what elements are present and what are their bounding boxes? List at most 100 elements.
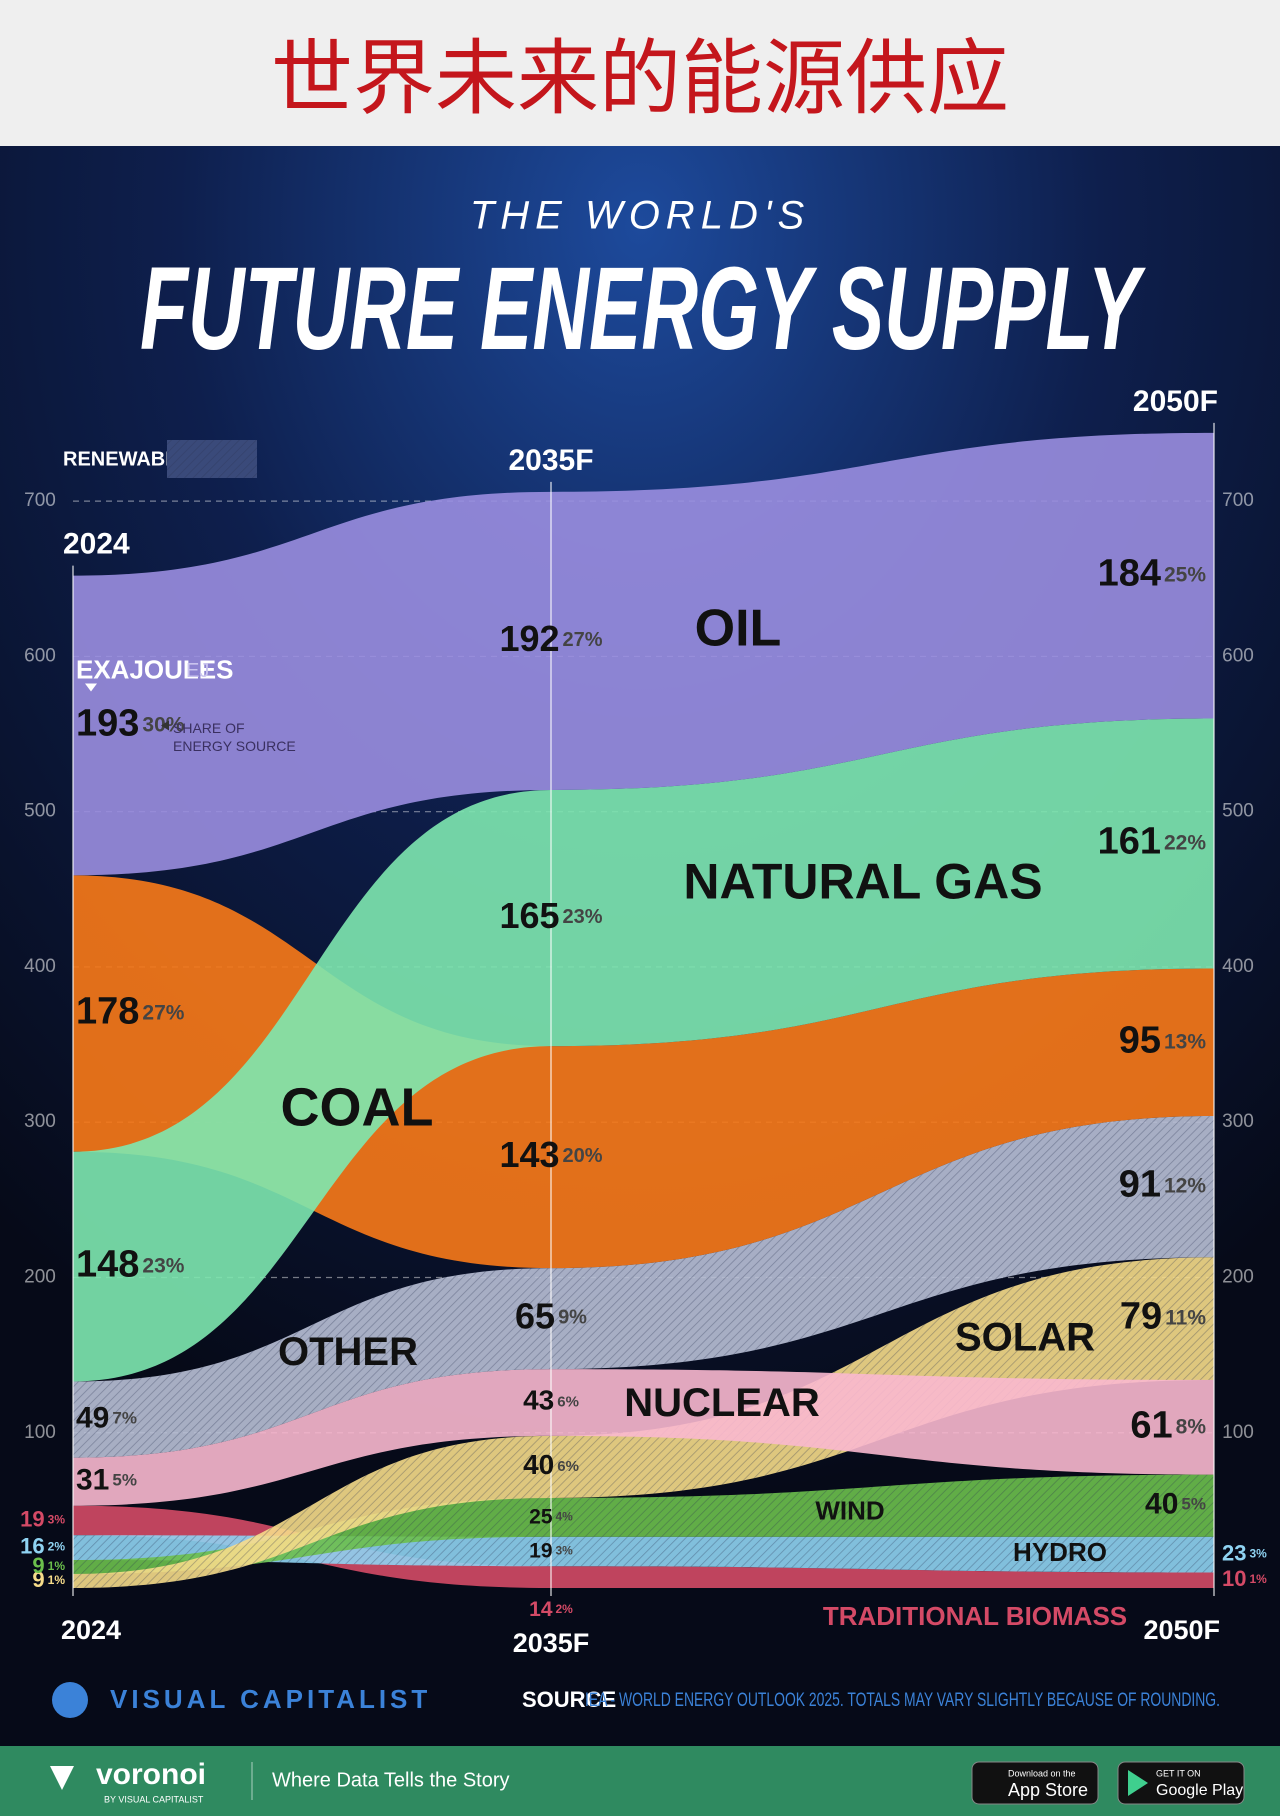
y-tick-label: 700 bbox=[24, 490, 56, 511]
share: 2% bbox=[48, 1540, 66, 1554]
y-tick-label: 400 bbox=[1222, 956, 1254, 977]
share: 22% bbox=[1164, 831, 1206, 854]
value: 79 bbox=[1120, 1296, 1162, 1338]
value-label: 25 4% bbox=[529, 1505, 573, 1528]
share: 27% bbox=[142, 1001, 184, 1024]
share: 23% bbox=[563, 906, 603, 928]
y-tick-label: 500 bbox=[1222, 801, 1254, 822]
footer-logo: voronoi bbox=[96, 1758, 206, 1791]
column-label-top: 2035F bbox=[508, 444, 593, 477]
value: 184 bbox=[1098, 553, 1161, 595]
series-name: HYDRO bbox=[1013, 1537, 1107, 1567]
y-tick-label: 600 bbox=[24, 645, 56, 666]
share: 20% bbox=[563, 1145, 603, 1167]
share: 1% bbox=[1249, 1572, 1267, 1586]
source: IEA - WORLD ENERGY OUTLOOK 2025. TOTALS … bbox=[585, 1690, 1220, 1711]
value-label: 40 5% bbox=[1145, 1488, 1206, 1521]
value-label: 184 25% bbox=[1098, 553, 1207, 595]
footer-logo-mark bbox=[50, 1766, 74, 1790]
share: 11% bbox=[1165, 1306, 1206, 1329]
app-store-button[interactable] bbox=[971, 1761, 1099, 1805]
y-tick-label: 200 bbox=[1222, 1266, 1254, 1287]
value: 40 bbox=[523, 1449, 554, 1480]
share: 3% bbox=[48, 1513, 66, 1527]
share: 12% bbox=[1164, 1174, 1206, 1197]
column-label-top: 2050F bbox=[1133, 385, 1218, 418]
unit-label: EXAJOULES bbox=[76, 654, 234, 684]
value-label: 161 22% bbox=[1098, 821, 1207, 863]
share: 9% bbox=[558, 1307, 587, 1329]
series-name: OTHER bbox=[278, 1330, 418, 1374]
brand: VISUAL CAPITALIST bbox=[110, 1684, 431, 1714]
value: 14 bbox=[529, 1598, 553, 1621]
value: 91 bbox=[1119, 1164, 1161, 1206]
value: 193 bbox=[76, 703, 139, 745]
value: 148 bbox=[76, 1244, 139, 1286]
share: 13% bbox=[1164, 1030, 1206, 1053]
share: 4% bbox=[556, 1510, 574, 1524]
app-store-top: Download on the bbox=[1008, 1768, 1076, 1778]
plot: 100 100 200 200 300 300 400 400 500 500 600 600 700 7… bbox=[20, 385, 1267, 1658]
value: 65 bbox=[515, 1295, 555, 1336]
value-label: 19 3% bbox=[20, 1506, 65, 1531]
renewable-hatch bbox=[73, 1116, 1214, 1458]
value-label: 178 27% bbox=[76, 991, 185, 1033]
value-label: 192 27% bbox=[499, 617, 602, 658]
value: 40 bbox=[1145, 1488, 1178, 1521]
value: 49 bbox=[76, 1401, 109, 1434]
play-store-top: GET IT ON bbox=[1156, 1768, 1201, 1778]
value-label: 43 6% bbox=[523, 1385, 579, 1416]
value: 9 bbox=[32, 1567, 44, 1592]
value-label: 79 11% bbox=[1120, 1296, 1206, 1338]
brand-icon bbox=[52, 1682, 88, 1718]
flow-band bbox=[73, 875, 1214, 1269]
flow-band bbox=[73, 432, 1214, 876]
share: 27% bbox=[563, 629, 603, 651]
value-label: 65 9% bbox=[515, 1295, 587, 1336]
value-label: 23 3% bbox=[1222, 1540, 1267, 1565]
series-name: NATURAL GAS bbox=[683, 853, 1042, 909]
share: 23% bbox=[142, 1254, 184, 1277]
share: 7% bbox=[112, 1409, 137, 1428]
value-label: 19 3% bbox=[529, 1539, 573, 1562]
y-tick-label: 400 bbox=[24, 956, 56, 977]
share: 1% bbox=[48, 1573, 66, 1587]
value: 19 bbox=[529, 1539, 552, 1562]
value-label: 143 20% bbox=[499, 1134, 602, 1175]
share: 3% bbox=[1249, 1547, 1267, 1561]
value: 10 bbox=[1222, 1566, 1246, 1591]
share-note: ENERGY SOURCE bbox=[173, 738, 296, 754]
value: 9 bbox=[32, 1553, 44, 1578]
value: 16 bbox=[20, 1533, 44, 1558]
share: 5% bbox=[112, 1471, 137, 1490]
play-icon bbox=[1128, 1770, 1148, 1796]
y-tick-label: 600 bbox=[1222, 645, 1254, 666]
value-label: 165 23% bbox=[499, 895, 602, 936]
share: 5% bbox=[1181, 1495, 1206, 1514]
play-store-button[interactable] bbox=[1117, 1761, 1245, 1805]
value: 161 bbox=[1098, 821, 1161, 863]
banner-title: 世界未来的能源供应 bbox=[271, 31, 1009, 126]
value-label: 40 6% bbox=[523, 1449, 579, 1480]
y-tick-label: 200 bbox=[24, 1266, 56, 1287]
value: 23 bbox=[1222, 1540, 1246, 1565]
value: 95 bbox=[1119, 1019, 1161, 1061]
y-tick-label: 100 bbox=[1222, 1422, 1254, 1443]
kicker: THE WORLD'S bbox=[470, 194, 810, 238]
series-name: NUCLEAR bbox=[624, 1381, 820, 1425]
value-label: 9 1% bbox=[32, 1553, 65, 1578]
series-name: SOLAR bbox=[955, 1315, 1095, 1359]
column-label-bottom: 2024 bbox=[61, 1615, 121, 1645]
share: 1% bbox=[48, 1559, 66, 1573]
share: 6% bbox=[557, 1393, 579, 1410]
column-label-top: 2024 bbox=[63, 528, 130, 561]
value-label: 91 12% bbox=[1119, 1164, 1207, 1206]
share-pointer bbox=[161, 720, 169, 731]
share: 25% bbox=[1164, 563, 1206, 586]
share: 6% bbox=[557, 1458, 579, 1475]
y-tick-label: 500 bbox=[24, 801, 56, 822]
value-label: 148 23% bbox=[76, 1244, 185, 1286]
share-note: SHARE OF bbox=[173, 720, 245, 736]
banner bbox=[0, 0, 1280, 146]
